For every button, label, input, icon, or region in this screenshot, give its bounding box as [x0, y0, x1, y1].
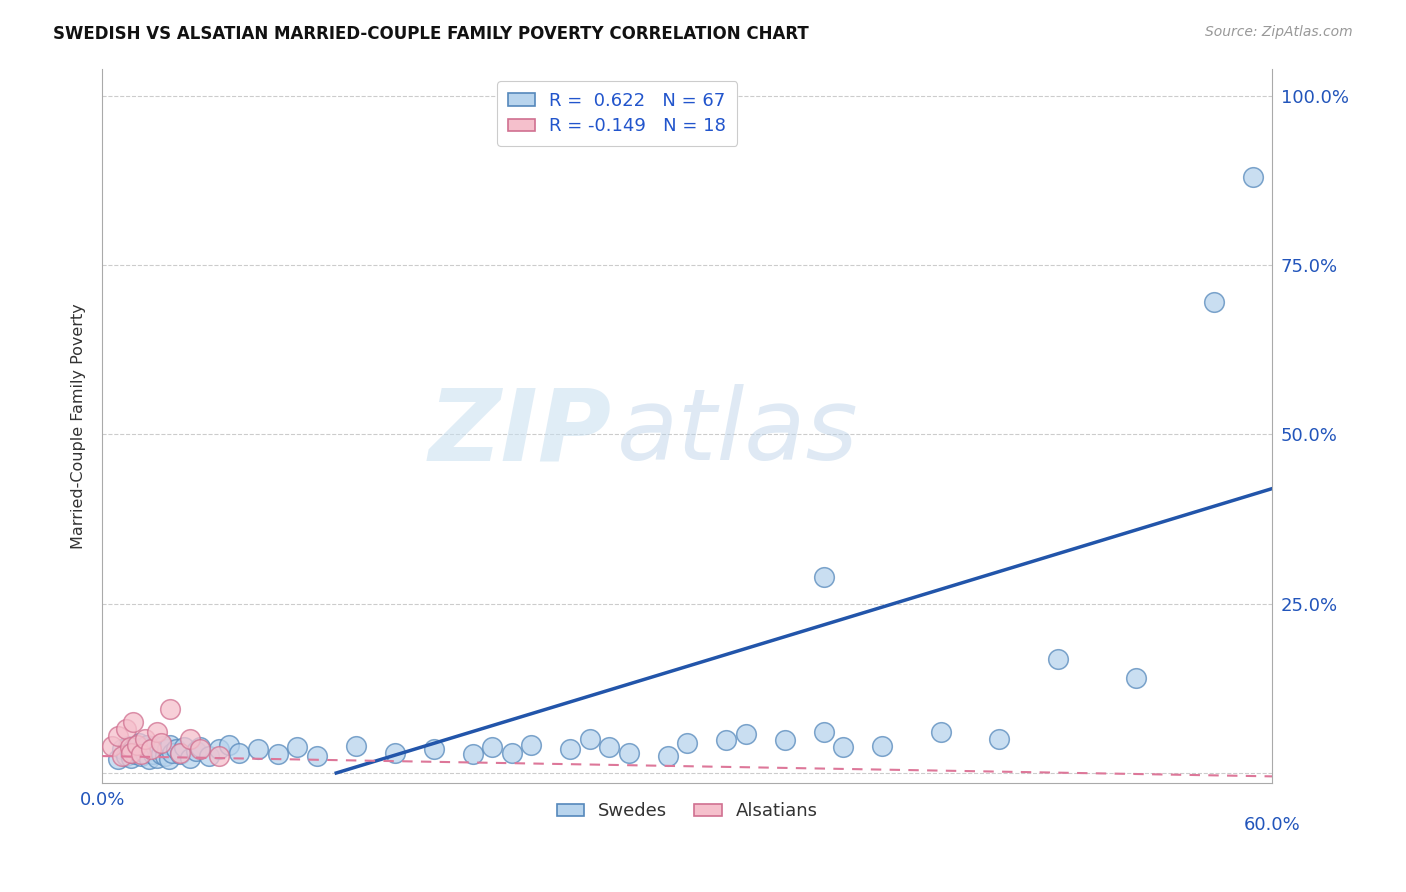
Point [132, 740, 155, 755]
Point [520, 738, 543, 752]
Point [218, 738, 240, 752]
Point [813, 569, 835, 583]
Point [560, 742, 582, 756]
Point [139, 742, 162, 756]
Point [267, 747, 290, 761]
Point [617, 746, 640, 760]
Point [228, 746, 250, 760]
Point [101, 739, 124, 753]
Point [155, 742, 177, 756]
Text: ZIP: ZIP [429, 384, 612, 482]
Point [165, 742, 187, 756]
Point [136, 738, 159, 752]
Point [129, 749, 152, 764]
Point [142, 747, 165, 761]
Point [128, 735, 150, 749]
Point [114, 722, 136, 736]
Point [153, 749, 176, 764]
Point [134, 746, 156, 760]
Point [676, 735, 699, 749]
Point [579, 732, 602, 747]
Point [146, 751, 169, 765]
Point [208, 742, 231, 756]
Point [461, 747, 484, 761]
Point [1046, 652, 1069, 666]
Point [872, 739, 894, 753]
Point [139, 742, 162, 756]
Point [159, 701, 181, 715]
Point [169, 747, 191, 761]
Point [107, 752, 129, 766]
Point [179, 751, 201, 765]
Y-axis label: Married-Couple Family Poverty: Married-Couple Family Poverty [72, 303, 86, 549]
Point [149, 747, 172, 761]
Point [152, 739, 174, 753]
Point [929, 725, 952, 739]
Point [198, 749, 221, 764]
Point [773, 733, 796, 747]
Point [124, 747, 146, 761]
Text: atlas: atlas [617, 384, 859, 482]
Point [134, 732, 156, 747]
Legend: Swedes, Alsatians: Swedes, Alsatians [550, 796, 825, 828]
Point [832, 740, 855, 755]
Point [114, 749, 136, 764]
Point [734, 727, 756, 741]
Point [143, 739, 166, 753]
Text: 60.0%: 60.0% [1244, 815, 1301, 834]
Point [716, 733, 738, 747]
Point [423, 742, 446, 756]
Point [1241, 169, 1264, 184]
Point [149, 735, 172, 749]
Point [188, 742, 211, 756]
Point [118, 746, 141, 760]
Point [305, 749, 328, 764]
Point [127, 738, 149, 752]
Point [344, 739, 367, 753]
Point [159, 738, 181, 752]
Point [117, 739, 139, 753]
Point [169, 746, 191, 760]
Point [111, 749, 134, 764]
Point [598, 740, 620, 755]
Point [107, 729, 129, 743]
Point [118, 740, 141, 755]
Point [122, 740, 145, 755]
Point [208, 749, 231, 764]
Point [146, 725, 169, 739]
Point [481, 740, 503, 755]
Point [162, 746, 184, 760]
Point [657, 749, 679, 764]
Point [813, 725, 835, 739]
Point [129, 747, 152, 761]
Point [501, 746, 523, 760]
Point [384, 746, 406, 760]
Point [247, 742, 270, 756]
Point [138, 752, 160, 766]
Point [184, 744, 207, 758]
Point [121, 751, 143, 765]
Point [179, 732, 201, 747]
Point [122, 715, 145, 730]
Point [127, 744, 149, 758]
Point [121, 746, 143, 760]
Point [173, 740, 195, 755]
Point [1125, 671, 1147, 685]
Point [1202, 295, 1225, 310]
Text: SWEDISH VS ALSATIAN MARRIED-COUPLE FAMILY POVERTY CORRELATION CHART: SWEDISH VS ALSATIAN MARRIED-COUPLE FAMIL… [53, 25, 810, 43]
Point [988, 732, 1011, 747]
Point [188, 740, 211, 755]
Point [157, 752, 180, 766]
Text: Source: ZipAtlas.com: Source: ZipAtlas.com [1205, 25, 1353, 39]
Point [285, 740, 308, 755]
Point [148, 742, 170, 756]
Point [111, 742, 134, 756]
